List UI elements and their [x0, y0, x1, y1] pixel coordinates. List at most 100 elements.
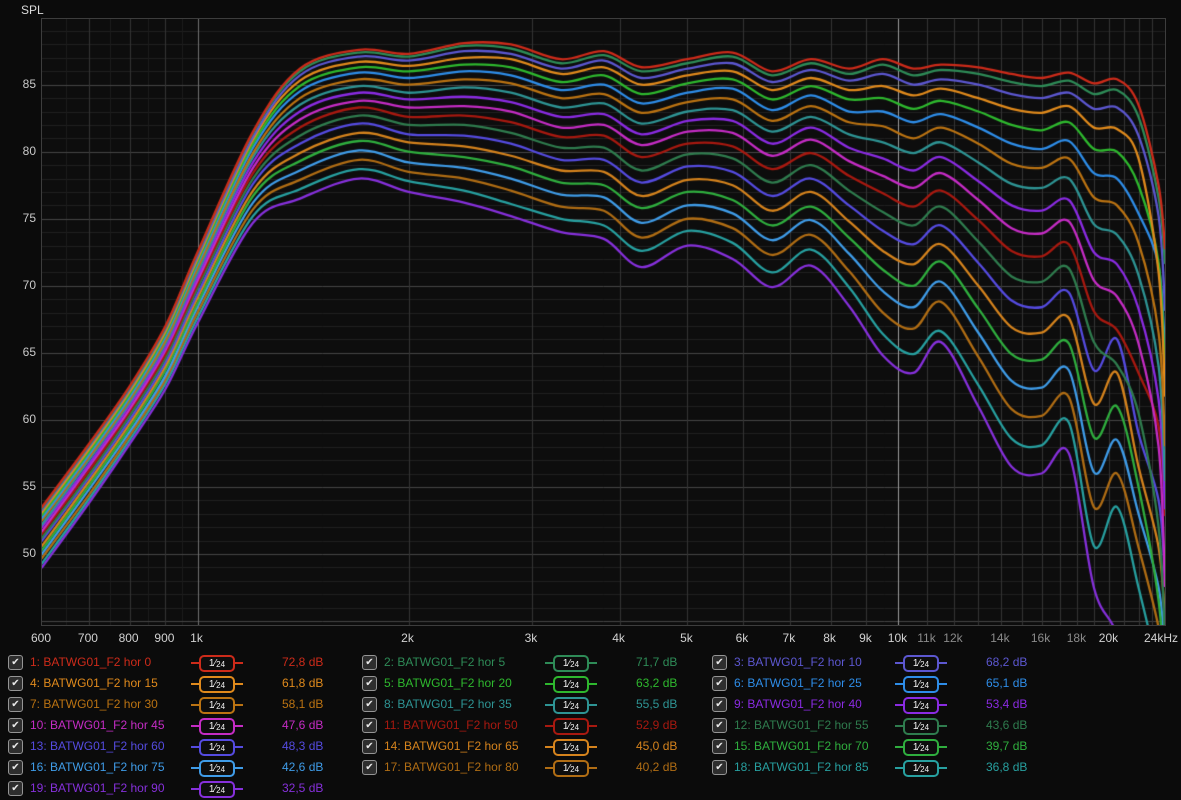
measurement-label[interactable]: 12: BATWG01_F2 hor 55 [734, 718, 869, 732]
x-tick-18k: 18k [1066, 631, 1087, 645]
measurement-checkbox[interactable]: ✔ [362, 718, 377, 733]
measurement-checkbox[interactable]: ✔ [8, 676, 23, 691]
legend-row-hor-0: ✔ 1: BATWG01_F2 hor 0 1⁄24 72,8 dB [8, 654, 352, 674]
measurement-label[interactable]: 15: BATWG01_F2 hor 70 [734, 739, 869, 753]
measurement-label[interactable]: 2: BATWG01_F2 hor 5 [384, 655, 506, 669]
measurement-label[interactable]: 6: BATWG01_F2 hor 25 [734, 676, 862, 690]
measurement-label[interactable]: 18: BATWG01_F2 hor 85 [734, 760, 869, 774]
line-style-stub [191, 683, 199, 685]
measurement-checkbox[interactable]: ✔ [362, 697, 377, 712]
measurement-checkbox[interactable]: ✔ [712, 697, 727, 712]
measurement-label[interactable]: 7: BATWG01_F2 hor 30 [30, 697, 158, 711]
measurement-label[interactable]: 17: BATWG01_F2 hor 80 [384, 760, 519, 774]
smoothing-badge[interactable]: 1⁄24 [545, 759, 597, 777]
measurement-checkbox[interactable]: ✔ [712, 718, 727, 733]
line-style-stub [939, 704, 947, 706]
cursor-db-value: 32,5 dB [282, 781, 324, 795]
measurement-label[interactable]: 14: BATWG01_F2 hor 65 [384, 739, 519, 753]
measurement-label[interactable]: 1: BATWG01_F2 hor 0 [30, 655, 152, 669]
line-style-stub [545, 767, 553, 769]
line-style-stub [235, 746, 243, 748]
measurement-checkbox[interactable]: ✔ [362, 676, 377, 691]
cursor-db-value: 43,6 dB [986, 718, 1028, 732]
measurement-label[interactable]: 13: BATWG01_F2 hor 60 [30, 739, 165, 753]
smoothing-badge[interactable]: 1⁄24 [191, 780, 243, 798]
smoothing-badge[interactable]: 1⁄24 [191, 717, 243, 735]
measurement-legend: ✔ 1: BATWG01_F2 hor 0 1⁄24 72,8 dB ✔ 4: BATWG… [0, 648, 1181, 800]
x-tick-11k: 11k [917, 631, 936, 645]
smoothing-badge[interactable]: 1⁄24 [895, 738, 947, 756]
measurement-checkbox[interactable]: ✔ [8, 718, 23, 733]
smoothing-badge[interactable]: 1⁄24 [545, 696, 597, 714]
spl-chart: SPL 85 80 75 70 65 60 55 50 600 700 800 900 1k 2k 3k 4… [21, 3, 1178, 645]
legend-row-hor-70: ✔ 15: BATWG01_F2 hor 70 1⁄24 39,7 dB [712, 738, 1056, 758]
cursor-db-value: 36,8 dB [986, 760, 1028, 774]
measurement-checkbox[interactable]: ✔ [362, 760, 377, 775]
legend-row-hor-20: ✔ 5: BATWG01_F2 hor 20 1⁄24 63,2 dB [362, 675, 706, 695]
smoothing-fraction: 1⁄24 [199, 738, 235, 756]
measurement-label[interactable]: 16: BATWG01_F2 hor 75 [30, 760, 165, 774]
cursor-db-value: 39,7 dB [986, 739, 1028, 753]
measurement-label[interactable]: 3: BATWG01_F2 hor 10 [734, 655, 862, 669]
legend-row-hor-50: ✔ 11: BATWG01_F2 hor 50 1⁄24 52,9 dB [362, 717, 706, 737]
measurement-label[interactable]: 4: BATWG01_F2 hor 15 [30, 676, 158, 690]
line-style-stub [235, 683, 243, 685]
measurement-checkbox[interactable]: ✔ [8, 760, 23, 775]
measurement-checkbox[interactable]: ✔ [362, 739, 377, 754]
smoothing-badge[interactable]: 1⁄24 [895, 675, 947, 693]
cursor-db-value: 68,2 dB [986, 655, 1028, 669]
plot-area[interactable] [41, 18, 1166, 626]
smoothing-badge[interactable]: 1⁄24 [191, 738, 243, 756]
smoothing-badge[interactable]: 1⁄24 [545, 738, 597, 756]
y-tick-75dB: 75 [22, 210, 36, 225]
measurement-checkbox[interactable]: ✔ [8, 697, 23, 712]
smoothing-badge[interactable]: 1⁄24 [895, 654, 947, 672]
measurement-label[interactable]: 11: BATWG01_F2 hor 50 [384, 718, 518, 732]
smoothing-badge[interactable]: 1⁄24 [895, 696, 947, 714]
legend-row-hor-10: ✔ 3: BATWG01_F2 hor 10 1⁄24 68,2 dB [712, 654, 1056, 674]
measurement-checkbox[interactable]: ✔ [712, 760, 727, 775]
smoothing-badge[interactable]: 1⁄24 [191, 675, 243, 693]
smoothing-fraction: 1⁄24 [553, 675, 589, 693]
legend-row-hor-90: ✔ 19: BATWG01_F2 hor 90 1⁄24 32,5 dB [8, 780, 352, 800]
line-style-stub [191, 767, 199, 769]
smoothing-badge[interactable]: 1⁄24 [895, 759, 947, 777]
legend-row-hor-15: ✔ 4: BATWG01_F2 hor 15 1⁄24 61,8 dB [8, 675, 352, 695]
measurement-checkbox[interactable]: ✔ [8, 739, 23, 754]
measurement-checkbox[interactable]: ✔ [712, 676, 727, 691]
measurement-checkbox[interactable]: ✔ [712, 655, 727, 670]
measurement-checkbox[interactable]: ✔ [362, 655, 377, 670]
smoothing-badge[interactable]: 1⁄24 [191, 654, 243, 672]
measurement-label[interactable]: 5: BATWG01_F2 hor 20 [384, 676, 512, 690]
smoothing-badge[interactable]: 1⁄24 [895, 717, 947, 735]
smoothing-badge[interactable]: 1⁄24 [545, 654, 597, 672]
cursor-db-value: 42,6 dB [282, 760, 324, 774]
measurement-label[interactable]: 8: BATWG01_F2 hor 35 [384, 697, 512, 711]
smoothing-fraction: 1⁄24 [553, 738, 589, 756]
measurement-checkbox[interactable]: ✔ [712, 739, 727, 754]
legend-row-hor-65: ✔ 14: BATWG01_F2 hor 65 1⁄24 45,0 dB [362, 738, 706, 758]
smoothing-fraction: 1⁄24 [199, 654, 235, 672]
smoothing-badge[interactable]: 1⁄24 [545, 717, 597, 735]
legend-row-hor-55: ✔ 12: BATWG01_F2 hor 55 1⁄24 43,6 dB [712, 717, 1056, 737]
smoothing-fraction: 1⁄24 [553, 696, 589, 714]
smoothing-badge[interactable]: 1⁄24 [545, 675, 597, 693]
x-tick-900: 900 [154, 631, 175, 645]
cursor-db-value: 65,1 dB [986, 676, 1028, 690]
line-style-stub [589, 662, 597, 664]
line-style-stub [895, 725, 903, 727]
x-tick-700: 700 [77, 631, 98, 645]
smoothing-badge[interactable]: 1⁄24 [191, 696, 243, 714]
legend-row-hor-30: ✔ 7: BATWG01_F2 hor 30 1⁄24 58,1 dB [8, 696, 352, 716]
x-tick-10k: 10k [887, 631, 908, 645]
measurement-label[interactable]: 10: BATWG01_F2 hor 45 [30, 718, 165, 732]
measurement-checkbox[interactable]: ✔ [8, 655, 23, 670]
legend-row-hor-25: ✔ 6: BATWG01_F2 hor 25 1⁄24 65,1 dB [712, 675, 1056, 695]
line-style-stub [191, 662, 199, 664]
measurement-label[interactable]: 19: BATWG01_F2 hor 90 [30, 781, 165, 795]
line-style-stub [895, 704, 903, 706]
frequency-response-canvas[interactable] [42, 19, 1165, 625]
smoothing-badge[interactable]: 1⁄24 [191, 759, 243, 777]
measurement-label[interactable]: 9: BATWG01_F2 hor 40 [734, 697, 862, 711]
measurement-checkbox[interactable]: ✔ [8, 781, 23, 796]
